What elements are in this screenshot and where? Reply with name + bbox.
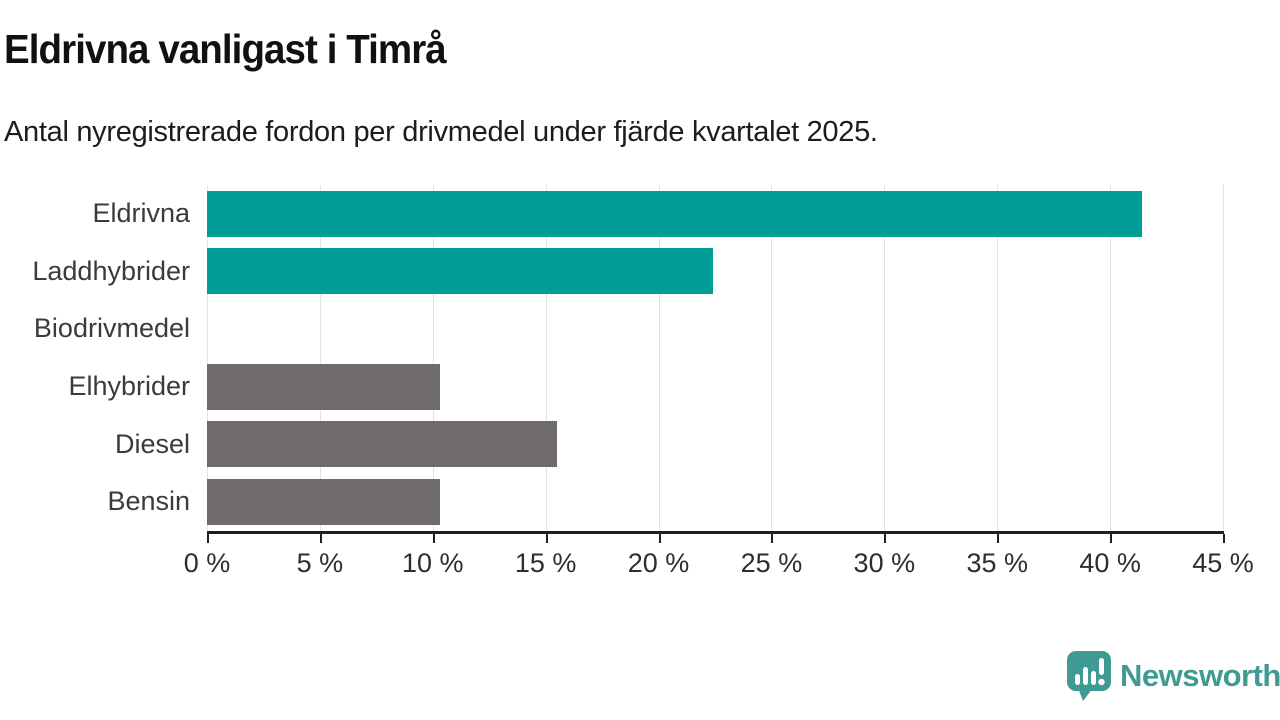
bar-eldrivna xyxy=(207,190,1142,237)
gridline-25 xyxy=(771,185,773,531)
x-tick-35 xyxy=(997,534,1000,543)
x-tick-5 xyxy=(319,534,322,543)
x-tick-label-40: 40 % xyxy=(1079,548,1141,578)
x-tick-15 xyxy=(545,534,548,543)
x-tick-label-25: 25 % xyxy=(740,548,803,578)
bar-row-elhybrider xyxy=(207,358,1223,416)
x-tick-label-30: 30 % xyxy=(853,548,916,578)
newsworthy-logo-text: Newsworthy xyxy=(1120,657,1280,693)
x-tick-30 xyxy=(884,534,887,543)
plot-area xyxy=(207,185,1224,531)
newsworthy-logo: Newsworthy xyxy=(1066,650,1280,707)
gridline-15 xyxy=(545,185,547,531)
x-tick-label-35: 35 % xyxy=(966,548,1028,578)
gridline-5 xyxy=(319,185,321,531)
gridline-0 xyxy=(207,185,208,531)
bar-diesel xyxy=(207,421,557,468)
category-label-biodrivmedel: Biodrivmedel xyxy=(33,313,190,344)
gridline-45 xyxy=(1223,185,1224,531)
x-tick-25 xyxy=(771,534,774,543)
x-tick-label-20: 20 % xyxy=(627,548,690,578)
bar-row-bensin xyxy=(207,473,1223,531)
category-label-laddhybrider: Laddhybrider xyxy=(32,255,190,286)
x-tick-label-15: 15 % xyxy=(514,548,577,578)
x-tick-label-5: 5 % xyxy=(296,548,344,578)
bar-row-eldrivna xyxy=(207,185,1223,243)
category-label-elhybrider: Elhybrider xyxy=(68,370,190,401)
gridline-20 xyxy=(658,185,660,531)
bar-laddhybrider xyxy=(207,248,713,295)
bar-bensin xyxy=(207,479,440,526)
category-label-eldrivna: Eldrivna xyxy=(92,197,190,228)
gridline-35 xyxy=(997,185,999,531)
bar-elhybrider xyxy=(207,363,440,410)
chart-title: Eldrivna vanligast i Timrå xyxy=(4,26,447,72)
x-tick-label-0: 0 % xyxy=(183,548,231,578)
gridline-30 xyxy=(884,185,886,531)
gridline-40 xyxy=(1110,185,1112,531)
bar-row-laddhybrider xyxy=(207,243,1223,301)
x-axis-line xyxy=(207,531,1224,534)
x-tick-0 xyxy=(207,534,209,543)
x-tick-20 xyxy=(658,534,661,543)
x-tick-45 xyxy=(1223,534,1225,543)
gridline-10 xyxy=(432,185,434,531)
newsworthy-logo-icon xyxy=(1066,650,1112,707)
bar-row-diesel xyxy=(207,416,1223,474)
x-tick-10 xyxy=(432,534,435,543)
category-label-diesel: Diesel xyxy=(114,428,190,459)
x-tick-label-45: 45 % xyxy=(1192,548,1254,578)
chart-subtitle: Antal nyregistrerade fordon per drivmede… xyxy=(4,116,878,148)
bar-row-biodrivmedel xyxy=(207,300,1223,358)
x-tick-40 xyxy=(1110,534,1113,543)
x-tick-label-10: 10 % xyxy=(401,548,464,578)
category-label-bensin: Bensin xyxy=(107,486,190,517)
